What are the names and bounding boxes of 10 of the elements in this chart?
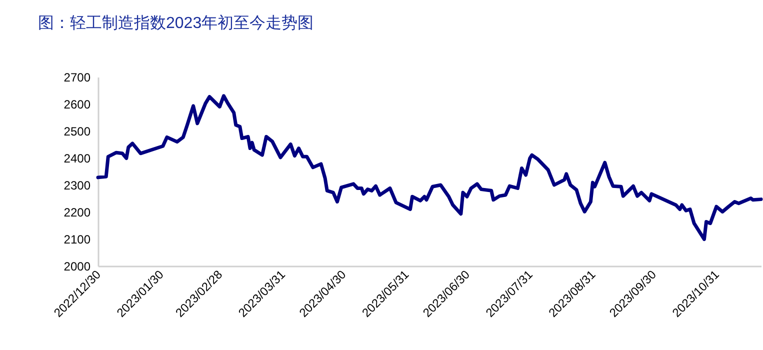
y-tick-label: 2200	[64, 206, 91, 220]
y-tick-label: 2700	[64, 70, 91, 84]
y-tick-label: 2300	[64, 178, 91, 192]
line-series	[96, 94, 763, 242]
chart-title: 图：轻工制造指数2023年初至今走势图	[38, 14, 314, 32]
y-tick-label: 2000	[64, 260, 91, 274]
y-tick-label: 2100	[64, 232, 91, 246]
y-tick-label: 2400	[64, 152, 91, 166]
y-tick-label: 2600	[64, 98, 91, 112]
y-tick-label: 2500	[64, 124, 91, 138]
